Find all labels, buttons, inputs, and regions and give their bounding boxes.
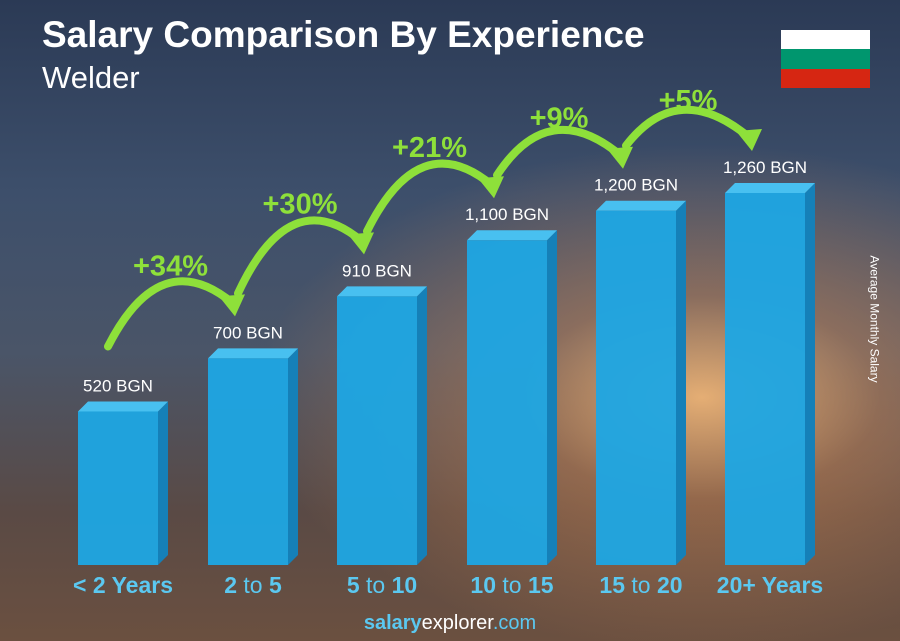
change-arrow	[363, 159, 496, 236]
change-arrow	[234, 216, 366, 298]
category-part: to	[360, 572, 392, 598]
category-label: 15 to 20	[599, 572, 682, 598]
chart-subtitle: Welder	[42, 60, 140, 95]
category-part: < 2 Years	[73, 572, 173, 598]
footer-brand[interactable]: salaryexplorer.com	[0, 612, 900, 635]
change-arrow	[493, 126, 625, 180]
bar-top	[78, 401, 168, 412]
bar	[725, 193, 805, 565]
category-part: 20	[657, 572, 683, 598]
bar-top	[337, 286, 427, 297]
bar	[596, 210, 676, 565]
footer-part3: .com	[492, 612, 537, 634]
category-label: 10 to 15	[470, 572, 553, 598]
category-part: 5	[347, 572, 360, 598]
bulgaria-flag-icon	[781, 30, 870, 88]
category-part: 15	[599, 572, 625, 598]
value-label: 700 BGN	[213, 323, 283, 342]
value-label: 1,200 BGN	[594, 176, 678, 195]
bar	[337, 296, 417, 565]
bar-side	[676, 200, 686, 565]
value-label: 520 BGN	[83, 376, 153, 395]
category-part: to	[496, 572, 528, 598]
category-label: 20+ Years	[717, 572, 823, 598]
category-label: < 2 Years	[73, 572, 173, 598]
change-label: +34%	[133, 250, 208, 282]
bar-side	[417, 286, 427, 565]
category-part: 20+ Years	[717, 572, 823, 598]
value-label: 1,100 BGN	[465, 205, 549, 224]
bar	[78, 411, 158, 565]
value-label: 910 BGN	[342, 261, 412, 280]
change-arrowhead	[607, 146, 633, 169]
footer-part2: explorer	[421, 612, 493, 634]
category-label: 2 to 5	[224, 572, 282, 598]
change-label: +21%	[392, 132, 467, 164]
category-label: 5 to 10	[347, 572, 417, 598]
category-part: 15	[528, 572, 554, 598]
chart-title: Salary Comparison By Experience	[42, 14, 645, 55]
category-part: 10	[392, 572, 418, 598]
bar	[467, 240, 547, 565]
bar-top	[467, 230, 557, 241]
bar-top	[208, 348, 298, 359]
change-arrowhead	[478, 176, 504, 199]
bar-side	[805, 183, 815, 565]
category-part: 10	[470, 572, 496, 598]
category-part: to	[625, 572, 657, 598]
category-part: to	[237, 572, 269, 598]
change-label: +9%	[530, 103, 589, 135]
change-arrowhead	[348, 232, 374, 255]
change-arrowhead	[736, 129, 762, 151]
bar-side	[288, 348, 298, 565]
category-part: 2	[224, 572, 237, 598]
bar-top	[725, 183, 815, 193]
bar-side	[158, 401, 168, 565]
change-label: +5%	[659, 85, 718, 117]
value-label: 1,260 BGN	[723, 158, 807, 177]
bar-side	[547, 230, 557, 565]
category-part: 5	[269, 572, 282, 598]
change-arrow	[104, 277, 237, 351]
change-arrow	[622, 105, 754, 150]
bar	[208, 358, 288, 565]
bar-top	[596, 200, 686, 211]
change-label: +30%	[263, 188, 338, 220]
footer-part1: salary	[363, 612, 422, 634]
change-arrowhead	[219, 294, 245, 317]
